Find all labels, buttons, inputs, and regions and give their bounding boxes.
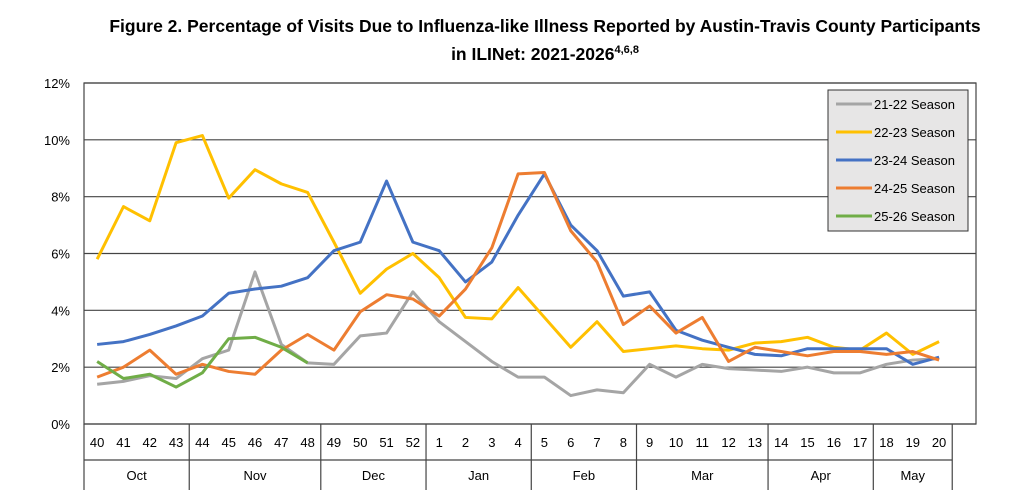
x-tick-label: 13 <box>748 435 762 450</box>
x-tick-label: 50 <box>353 435 367 450</box>
x-tick-label: 45 <box>221 435 235 450</box>
month-label: Feb <box>573 468 595 483</box>
chart-title-text: Figure 2. Percentage of Visits Due to In… <box>109 16 981 64</box>
month-label: Apr <box>811 468 832 483</box>
x-tick-label: 49 <box>327 435 341 450</box>
x-tick-label: 12 <box>721 435 735 450</box>
x-tick-label: 42 <box>143 435 157 450</box>
x-tick-label: 48 <box>300 435 314 450</box>
legend-label: 21-22 Season <box>874 97 955 112</box>
x-tick-label: 19 <box>906 435 920 450</box>
x-tick-label: 7 <box>593 435 600 450</box>
x-tick-label: 15 <box>800 435 814 450</box>
month-label: Jan <box>468 468 489 483</box>
x-tick-label: 16 <box>827 435 841 450</box>
x-tick-label: 14 <box>774 435 788 450</box>
x-tick-label: 46 <box>248 435 262 450</box>
month-label: Dec <box>362 468 386 483</box>
x-tick-label: 52 <box>406 435 420 450</box>
chart-title-superscript: 4,6,8 <box>614 44 639 56</box>
y-tick-label: 6% <box>51 247 70 262</box>
x-tick-label: 44 <box>195 435 209 450</box>
x-tick-label: 18 <box>879 435 893 450</box>
x-tick-label: 20 <box>932 435 946 450</box>
plot-border <box>83 82 977 425</box>
x-tick-label: 43 <box>169 435 183 450</box>
y-tick-label: 10% <box>44 133 70 148</box>
chart-title: Figure 2. Percentage of Visits Due to In… <box>100 14 990 66</box>
y-tick-label: 12% <box>44 76 70 91</box>
x-tick-label: 40 <box>90 435 104 450</box>
x-tick-label: 6 <box>567 435 574 450</box>
month-label: May <box>900 468 925 483</box>
series-line-25-26-season <box>96 335 309 389</box>
x-tick-label: 51 <box>379 435 393 450</box>
x-tick-label: 41 <box>116 435 130 450</box>
x-tick-label: 9 <box>646 435 653 450</box>
x-tick-label: 8 <box>620 435 627 450</box>
x-tick-label: 10 <box>669 435 683 450</box>
x-tick-label: 47 <box>274 435 288 450</box>
legend-label: 23-24 Season <box>874 153 955 168</box>
month-label: Mar <box>691 468 714 483</box>
y-tick-label: 2% <box>51 360 70 375</box>
series-line-24-25-season <box>96 171 940 379</box>
month-label: Oct <box>127 468 148 483</box>
x-tick-label: 5 <box>541 435 548 450</box>
legend-label: 25-26 Season <box>874 209 955 224</box>
y-tick-label: 8% <box>51 190 70 205</box>
x-tick-label: 4 <box>514 435 521 450</box>
y-tick-label: 0% <box>51 417 70 432</box>
series-line-21-22-season <box>96 270 940 398</box>
series-line-23-24-season <box>96 172 940 366</box>
x-tick-label: 1 <box>436 435 443 450</box>
month-label: Nov <box>243 468 267 483</box>
x-tick-label: 11 <box>696 435 710 450</box>
x-tick-label: 2 <box>462 435 469 450</box>
y-tick-label: 4% <box>51 303 70 318</box>
legend-label: 24-25 Season <box>874 181 955 196</box>
legend-label: 22-23 Season <box>874 125 955 140</box>
x-tick-label: 17 <box>853 435 867 450</box>
series-line-22-23-season <box>95 134 940 356</box>
x-tick-label: 3 <box>488 435 495 450</box>
